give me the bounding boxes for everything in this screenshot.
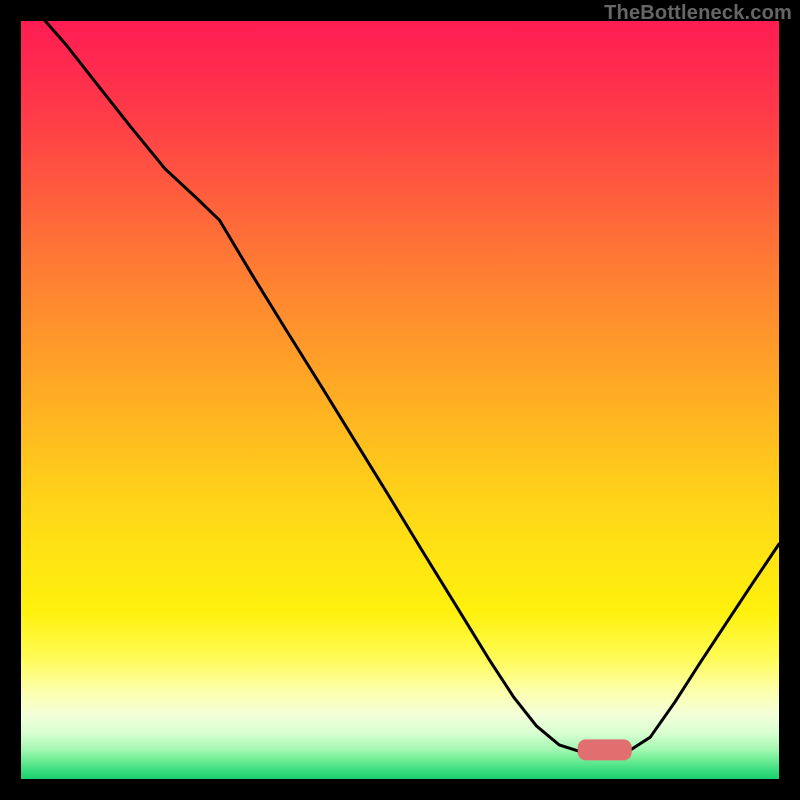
bottleneck-curve: [45, 21, 779, 752]
outer-frame: TheBottleneck.com: [0, 0, 800, 800]
plot-area: [21, 21, 779, 779]
watermark-text: TheBottleneck.com: [604, 2, 792, 25]
chart-svg: [21, 21, 779, 779]
optimal-marker: [577, 740, 632, 761]
